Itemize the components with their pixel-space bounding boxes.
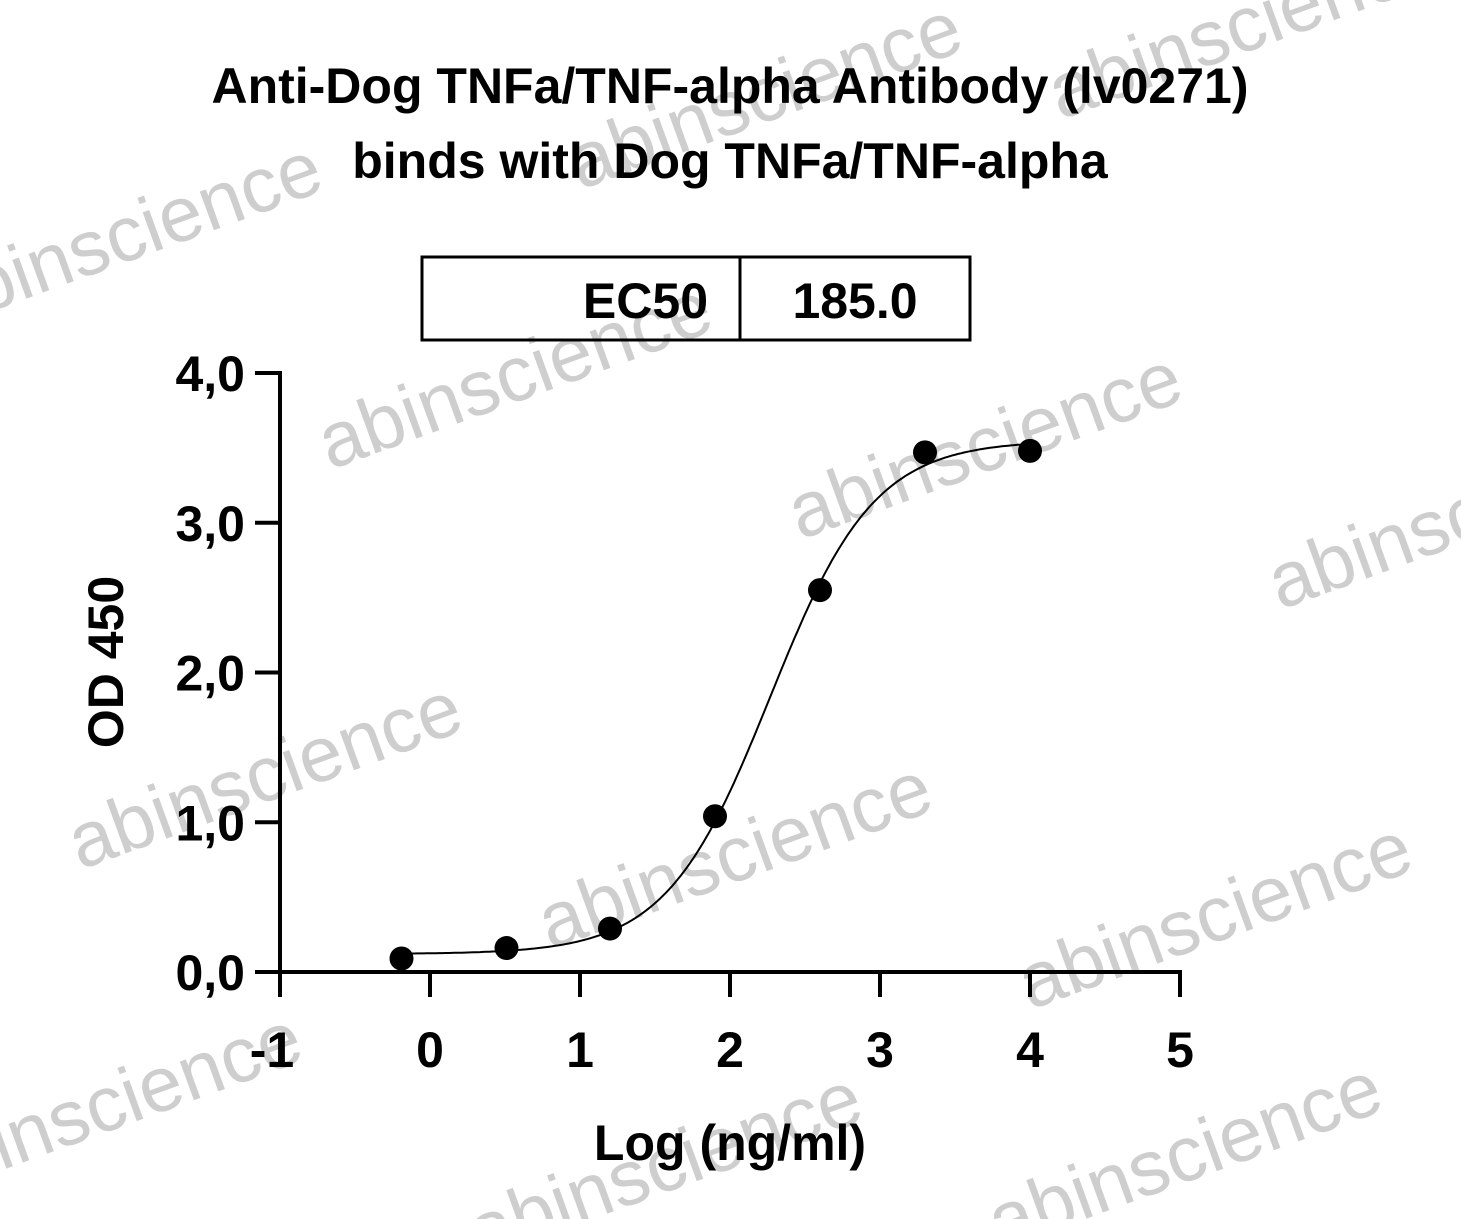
y-tick-label: 2,0 xyxy=(175,646,245,702)
data-points xyxy=(389,438,1042,971)
x-tick-label: 1 xyxy=(566,1022,594,1078)
chart-title-line-2: binds with Dog TNFa/TNF-alpha xyxy=(352,133,1109,189)
x-tick-label: 3 xyxy=(866,1022,894,1078)
axes: -1 0 1 2 3 4 5 0,0 1,0 2,0 3,0 4,0 xyxy=(175,346,1193,1078)
data-point xyxy=(494,936,519,961)
x-tick-label: 4 xyxy=(1016,1022,1044,1078)
watermark-text: abinscience xyxy=(0,122,333,346)
y-tick-label: 0,0 xyxy=(175,945,245,1001)
data-point xyxy=(389,946,414,971)
data-point xyxy=(1018,438,1042,463)
y-tick-label: 4,0 xyxy=(175,346,245,402)
y-tick-label: 1,0 xyxy=(175,795,245,851)
legend-ec50-value: 185.0 xyxy=(792,273,917,329)
data-point xyxy=(913,440,937,465)
x-tick-label: 0 xyxy=(416,1022,444,1078)
y-axis-label: OD 450 xyxy=(78,576,134,748)
x-tick-label: -1 xyxy=(250,1022,294,1078)
data-point xyxy=(808,578,832,603)
x-axis-label: Log (ng/ml) xyxy=(594,1115,866,1171)
legend-box xyxy=(420,255,972,342)
data-point xyxy=(598,916,622,941)
x-tick-label: 5 xyxy=(1166,1022,1194,1078)
watermark-text: abinscience xyxy=(1006,802,1423,1026)
ec50-legend-table: EC50 185.0 xyxy=(420,255,972,342)
x-tick-label: 2 xyxy=(716,1022,744,1078)
legend-ec50-label: EC50 xyxy=(583,273,708,329)
watermark-text: abinscience xyxy=(1256,402,1461,626)
data-point xyxy=(703,804,727,829)
watermark-text: abinscience xyxy=(776,332,1193,556)
watermark-text: abinscience xyxy=(526,742,943,966)
y-tick-label: 3,0 xyxy=(175,496,245,552)
chart-title-line-1: Anti-Dog TNFa/TNF-alpha Antibody (lv0271… xyxy=(211,58,1248,114)
